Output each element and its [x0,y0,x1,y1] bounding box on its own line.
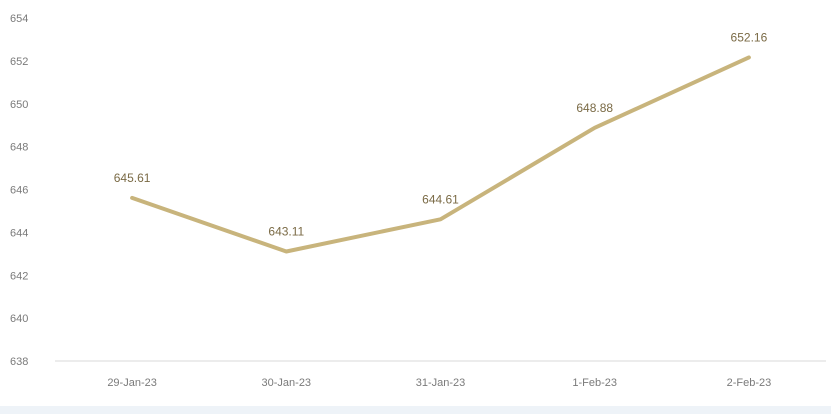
y-tick-label: 640 [10,313,28,325]
data-label: 645.61 [114,171,151,185]
data-label: 652.16 [731,30,768,44]
x-tick-label: 2-Feb-23 [727,377,772,389]
x-tick-label: 31-Jan-23 [416,377,466,389]
y-tick-label: 646 [10,185,28,197]
y-tick-label: 642 [10,270,28,282]
data-labels: 645.61 643.11 644.61 648.88 652.16 [114,30,768,238]
x-tick-label: 1-Feb-23 [572,377,617,389]
x-tick-label: 29-Jan-23 [107,377,157,389]
y-tick-label: 638 [10,356,28,368]
y-tick-label: 652 [10,56,28,68]
data-label: 644.61 [422,192,459,206]
y-tick-label: 644 [10,227,28,239]
y-tick-label: 650 [10,99,28,111]
series-line [130,55,751,254]
data-label: 643.11 [268,224,304,238]
x-axis-ticks: 29-Jan-23 30-Jan-23 31-Jan-23 1-Feb-23 2-Feb… [107,377,771,389]
footer-strip [0,406,831,414]
y-tick-label: 654 [10,13,28,25]
data-label: 648.88 [576,101,613,115]
y-tick-label: 648 [10,142,28,154]
y-axis-ticks: 638 640 642 644 646 648 650 652 654 [10,13,28,368]
x-tick-label: 30-Jan-23 [262,377,312,389]
